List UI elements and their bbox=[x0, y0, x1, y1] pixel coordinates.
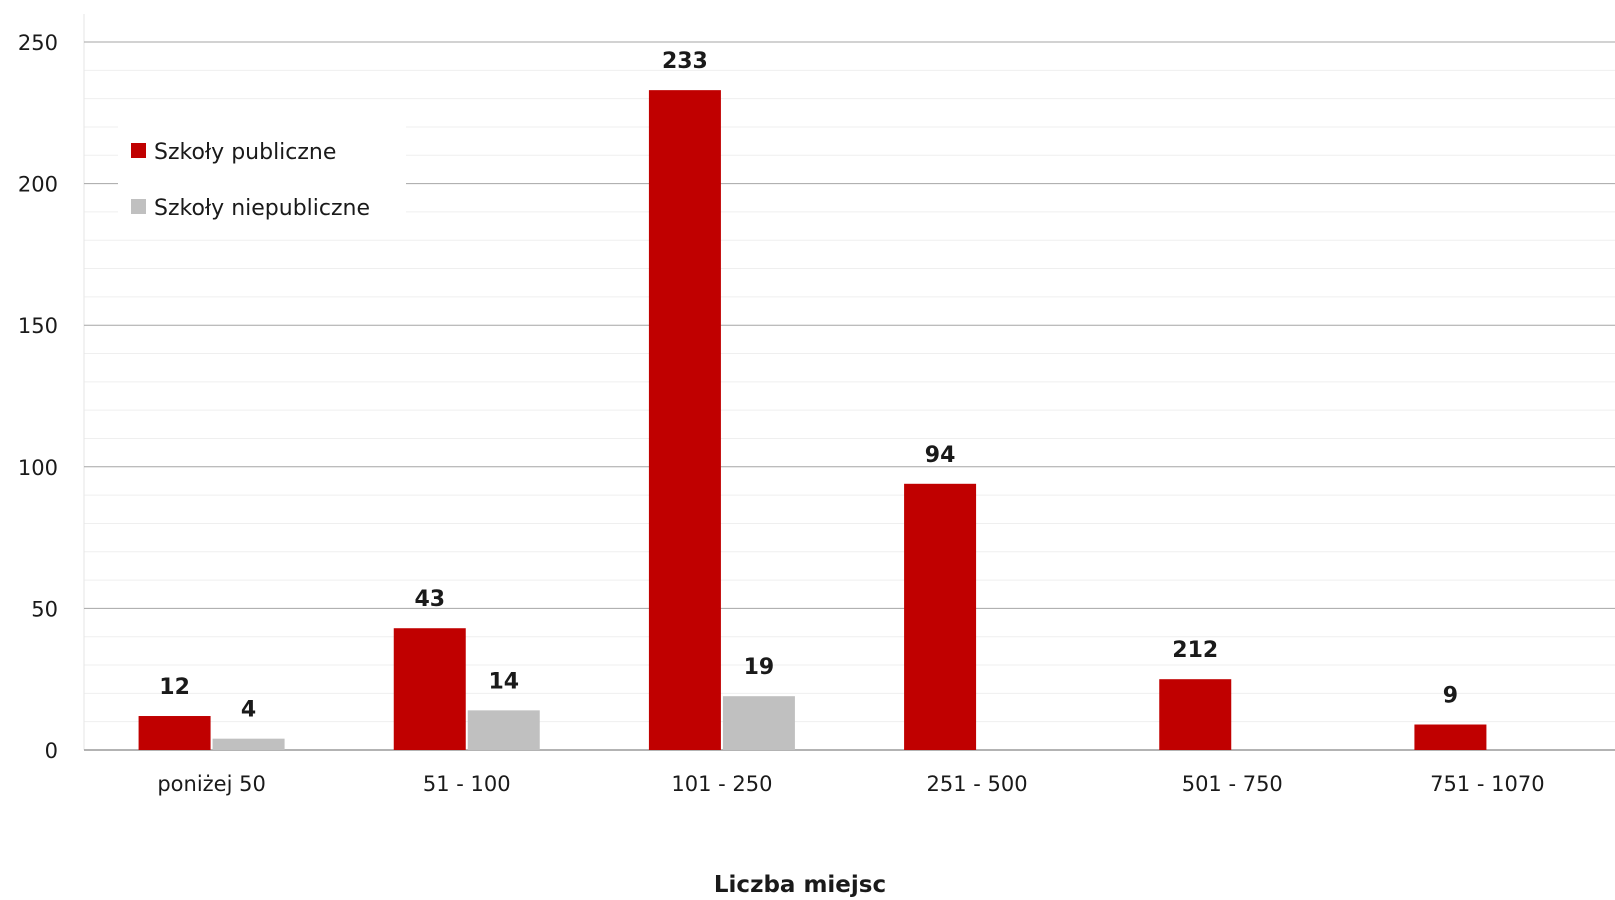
y-tick-label: 200 bbox=[18, 173, 58, 197]
data-label: 14 bbox=[488, 669, 519, 694]
x-tick-label: 251 - 500 bbox=[927, 772, 1028, 796]
y-tick-label: 0 bbox=[45, 739, 58, 763]
y-tick-label: 50 bbox=[31, 597, 58, 621]
minor-gridlines bbox=[84, 69, 1615, 723]
x-axis-title: Liczba miejsc bbox=[714, 872, 886, 898]
y-axis-tick-labels: 0 50 100 150 200 250 bbox=[18, 31, 58, 763]
data-label: 212 bbox=[1172, 638, 1218, 663]
data-label: 94 bbox=[925, 443, 956, 468]
x-axis-tick-labels: poniżej 50 51 - 100 101 - 250 251 - 500 501 … bbox=[157, 772, 1544, 796]
data-label: 12 bbox=[159, 675, 190, 700]
x-tick-label: poniżej 50 bbox=[157, 772, 266, 796]
bar-series bbox=[138, 90, 1487, 751]
bar-public bbox=[904, 483, 977, 750]
bar-public bbox=[1159, 679, 1232, 750]
major-gridlines bbox=[83, 14, 1615, 751]
x-tick-label: 501 - 750 bbox=[1182, 772, 1283, 796]
data-label: 9 bbox=[1443, 684, 1458, 709]
bar-nonpublic bbox=[212, 738, 285, 750]
legend-label-public: Szkoły publiczne bbox=[154, 140, 336, 165]
y-tick-label: 250 bbox=[18, 31, 58, 55]
data-label: 19 bbox=[744, 655, 775, 680]
x-tick-label: 751 - 1070 bbox=[1430, 772, 1544, 796]
legend: Szkoły publiczne Szkoły niepubliczne bbox=[118, 120, 406, 238]
bar-public bbox=[393, 628, 466, 750]
data-label: 4 bbox=[241, 698, 256, 723]
bar-public bbox=[1414, 724, 1487, 750]
bar-public bbox=[648, 90, 721, 751]
y-tick-label: 100 bbox=[18, 456, 58, 480]
data-labels: 12 4 43 14 233 19 94 212 9 bbox=[159, 49, 1458, 723]
y-tick-label: 150 bbox=[18, 314, 58, 338]
legend-swatch-public bbox=[131, 143, 146, 158]
legend-swatch-nonpublic bbox=[131, 199, 146, 214]
bar-nonpublic bbox=[722, 696, 795, 750]
data-label: 233 bbox=[662, 49, 708, 74]
bar-public bbox=[138, 716, 211, 750]
x-tick-label: 51 - 100 bbox=[423, 772, 511, 796]
bar-nonpublic bbox=[467, 710, 540, 750]
legend-label-nonpublic: Szkoły niepubliczne bbox=[154, 196, 370, 221]
x-tick-label: 101 - 250 bbox=[671, 772, 772, 796]
data-label: 43 bbox=[414, 587, 445, 612]
